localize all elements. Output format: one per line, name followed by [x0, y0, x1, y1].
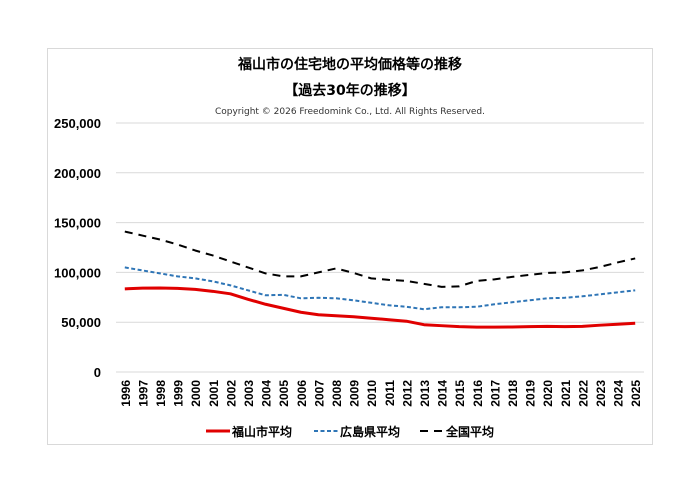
y-tick-label: 0: [94, 365, 101, 380]
series-line-2: [124, 266, 636, 311]
x-tick-label: 2014: [436, 380, 450, 407]
x-tick-label: 2020: [541, 380, 555, 407]
chart-title: 福山市の住宅地の平均価格等の推移: [238, 57, 462, 73]
x-tick-label: 1998: [154, 380, 168, 407]
x-tick-label: 2009: [348, 380, 362, 407]
x-tick-label: 2010: [365, 380, 379, 407]
x-tick-label: 2000: [189, 380, 203, 407]
chart-subtitle: 【過去30年の推移】: [284, 83, 416, 99]
x-tick-label: 2016: [471, 380, 485, 407]
x-tick-label: 2017: [488, 380, 502, 407]
x-tick-label: 2018: [506, 380, 520, 407]
x-tick-label: 2007: [312, 380, 326, 407]
x-tick-label: 2001: [207, 380, 221, 407]
y-tick-label: 50,000: [61, 315, 101, 330]
x-tick-label: 2012: [400, 380, 414, 407]
series-line-1: [124, 286, 636, 329]
x-tick-label: 2003: [242, 380, 256, 407]
x-tick-label: 1996: [119, 380, 133, 407]
x-tick-label: 2015: [453, 380, 467, 407]
y-tick-label: 200,000: [54, 166, 101, 181]
x-tick-label: 2023: [594, 380, 608, 407]
x-tick-label: 1999: [172, 380, 186, 407]
legend-label: 全国平均: [445, 424, 494, 439]
series-line-3: [124, 230, 636, 288]
x-tick-label: 2019: [524, 380, 538, 407]
copyright-text: Copyright © 2026 Freedomink Co., Ltd. Al…: [214, 107, 486, 117]
x-tick-label: 2004: [260, 380, 274, 407]
y-tick-label: 150,000: [54, 216, 101, 231]
x-tick-label: 2013: [418, 380, 432, 407]
x-tick-label: 2024: [612, 380, 626, 407]
x-tick-label: 2008: [330, 380, 344, 407]
x-tick-label: 2005: [277, 380, 291, 407]
x-tick-label: 2011: [383, 380, 397, 406]
chart-frame: [47, 48, 653, 445]
x-tick-label: 2022: [576, 380, 590, 407]
legend-label: 福山市平均: [231, 424, 292, 439]
x-tick-label: 2025: [629, 380, 643, 407]
x-tick-label: 1997: [136, 380, 150, 407]
x-tick-label: 2002: [224, 380, 238, 407]
x-tick-label: 2006: [295, 380, 309, 407]
y-tick-label: 100,000: [54, 265, 101, 280]
y-tick-label: 250,000: [54, 116, 101, 131]
legend-label: 広島県平均: [340, 424, 400, 439]
x-tick-label: 2021: [559, 380, 573, 407]
